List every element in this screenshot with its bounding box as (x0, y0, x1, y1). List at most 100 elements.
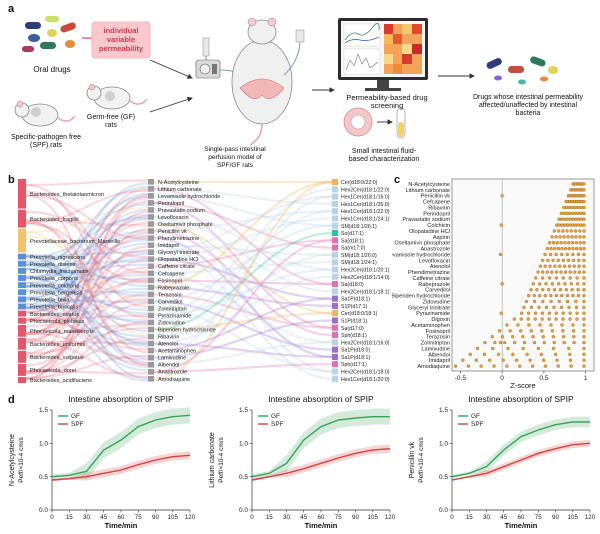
bacteria-drug-flow (25, 236, 149, 314)
bacteria-node (18, 253, 26, 260)
y-tick-label: 0.5 (239, 474, 248, 481)
y-tick-label: 0.0 (239, 507, 248, 514)
bacteria-drug-flow (25, 297, 149, 338)
dotplot-drug-label: Pravastatin sodium (402, 217, 450, 223)
drug-node-label: Acetaminophen (158, 349, 196, 355)
y-axis-drug-label: Lithium carbonate (209, 432, 216, 488)
lipid-node (332, 200, 338, 207)
series-line-gf (251, 415, 390, 478)
dotplot-drug-label: Levofloxacin (419, 258, 450, 264)
zscore-dot (554, 276, 559, 280)
drug-lipid-flow (153, 342, 333, 358)
zscore-dot (468, 352, 472, 356)
zscore-dot (582, 217, 586, 221)
oral-drugs-illustration (22, 16, 76, 52)
zscore-dot (577, 258, 581, 262)
panel-a-label: a (8, 3, 15, 15)
zscore-dot (559, 305, 564, 309)
zscore-dot (582, 241, 586, 245)
zscore-dot (561, 258, 565, 262)
zscore-dot (547, 288, 551, 292)
drug-node-label: Caffeine citrate (158, 264, 195, 270)
drug-node (148, 228, 154, 234)
lipid-node (332, 215, 338, 222)
bacteria-node (18, 228, 26, 253)
bacteria-drug-flow (25, 257, 149, 293)
x-tick-label: 0 (450, 514, 454, 521)
drug-lipid-flow (153, 244, 333, 380)
zscore-dot (535, 288, 539, 292)
zscore-dot (531, 282, 536, 286)
zscore-dot (582, 293, 586, 298)
panel-b-label: b (8, 174, 15, 186)
bacteria-drug-flow (25, 285, 149, 368)
lipid-node-label: Sa(d18:1) (341, 238, 364, 244)
zscore-dot (540, 317, 544, 321)
y-axis-drug-label: Penicillin vk (409, 441, 416, 478)
dotplot-drug-label: Albendol (428, 352, 450, 358)
lipid-node (332, 346, 338, 353)
zscore-dot (582, 270, 586, 274)
drug-node (148, 214, 154, 220)
zscore-dot (563, 270, 568, 274)
bacteria-drug-flow (25, 284, 149, 311)
lipid-node (332, 186, 338, 193)
drug-node (148, 333, 154, 340)
zscore-dot (578, 246, 582, 251)
drug-lipid-flow (153, 300, 333, 351)
zscore-dot (559, 241, 563, 245)
zscore-dot (543, 364, 548, 368)
x-tick-label: 45 (100, 514, 107, 521)
lipid-node-label: Sph(d17:1) (341, 362, 367, 368)
zscore-dot (544, 282, 548, 286)
bacteria-node-label: Phocaeicola_massiliensis (30, 329, 94, 335)
dotplot-drug-label: Levamisole hydrochloride (392, 252, 450, 258)
dotplot-drug-label: Zolmitriptan (421, 341, 450, 347)
gf-rats-label: Germ-free (GF) rats (86, 114, 136, 129)
zscore-dot (560, 217, 564, 221)
x-tick-label: 90 (552, 514, 559, 521)
legend-spf-label: SPF (471, 421, 484, 428)
lipid-node-label: Hex2Cer(d18:1/14:0) (341, 275, 390, 281)
dotplot-drug-label: Digoxin (431, 317, 450, 323)
zscore-dot (524, 299, 528, 304)
absorption-chart: Intestine absorption of SPIP 0.0 0.5 1.0 1.5… (209, 394, 396, 530)
zscore-dot (561, 311, 565, 315)
zscore-dot (579, 223, 583, 227)
bacteria-node-label: Bacteroides_ovatus (30, 312, 79, 318)
x-tick-label: 45 (500, 514, 507, 521)
zscore-dot (554, 235, 558, 239)
x-tick-label: 30 (483, 514, 490, 521)
bacteria-drug-flow (25, 277, 149, 367)
chart-title: Intestine absorption of SPIP (268, 394, 374, 404)
zscore-dot (545, 270, 549, 274)
bacteria-drug-flow (25, 185, 149, 270)
y-axis-unit-label: Peff/×10-4 cm/s (418, 436, 425, 482)
zscore-dot (576, 288, 580, 292)
drug-node (148, 291, 154, 298)
zscore-dot (521, 335, 525, 339)
lipid-node-label: Sa(d18:0) (341, 282, 364, 288)
series-line-spf (251, 447, 391, 481)
x-tick-label: 60 (518, 514, 525, 521)
zscore-dot (540, 311, 545, 315)
drug-node-label: Oseltamivir phosphate (158, 222, 213, 228)
zscore-dot (530, 364, 535, 368)
sankey-flows (25, 179, 333, 382)
bacteria-drug-flow (25, 255, 149, 346)
fluid-characterization-label: Small intestinal fluid-based characteriz… (348, 148, 420, 163)
zscore-dot (554, 317, 558, 321)
perfusion-model-label: Single-pass intestinal perfusion model o… (204, 146, 266, 169)
dotplot-drug-label: Rabeprazole (418, 282, 450, 288)
zscore-dot (547, 276, 552, 280)
y-axis-unit-label: Peff/×10-4 cm/s (218, 436, 225, 482)
zscore-dot (551, 346, 556, 351)
drug-node (148, 242, 154, 248)
x-tick-label: 15 (466, 514, 473, 521)
zscore-dot (499, 311, 503, 315)
drug-node (148, 235, 154, 241)
bacteria-node-label: Chlamydia_trachomatis (30, 269, 89, 275)
zscore-dot (571, 223, 575, 227)
series-band-gf (452, 416, 590, 479)
dotplot-drug-label: N-Acetylcysteine (408, 182, 450, 188)
